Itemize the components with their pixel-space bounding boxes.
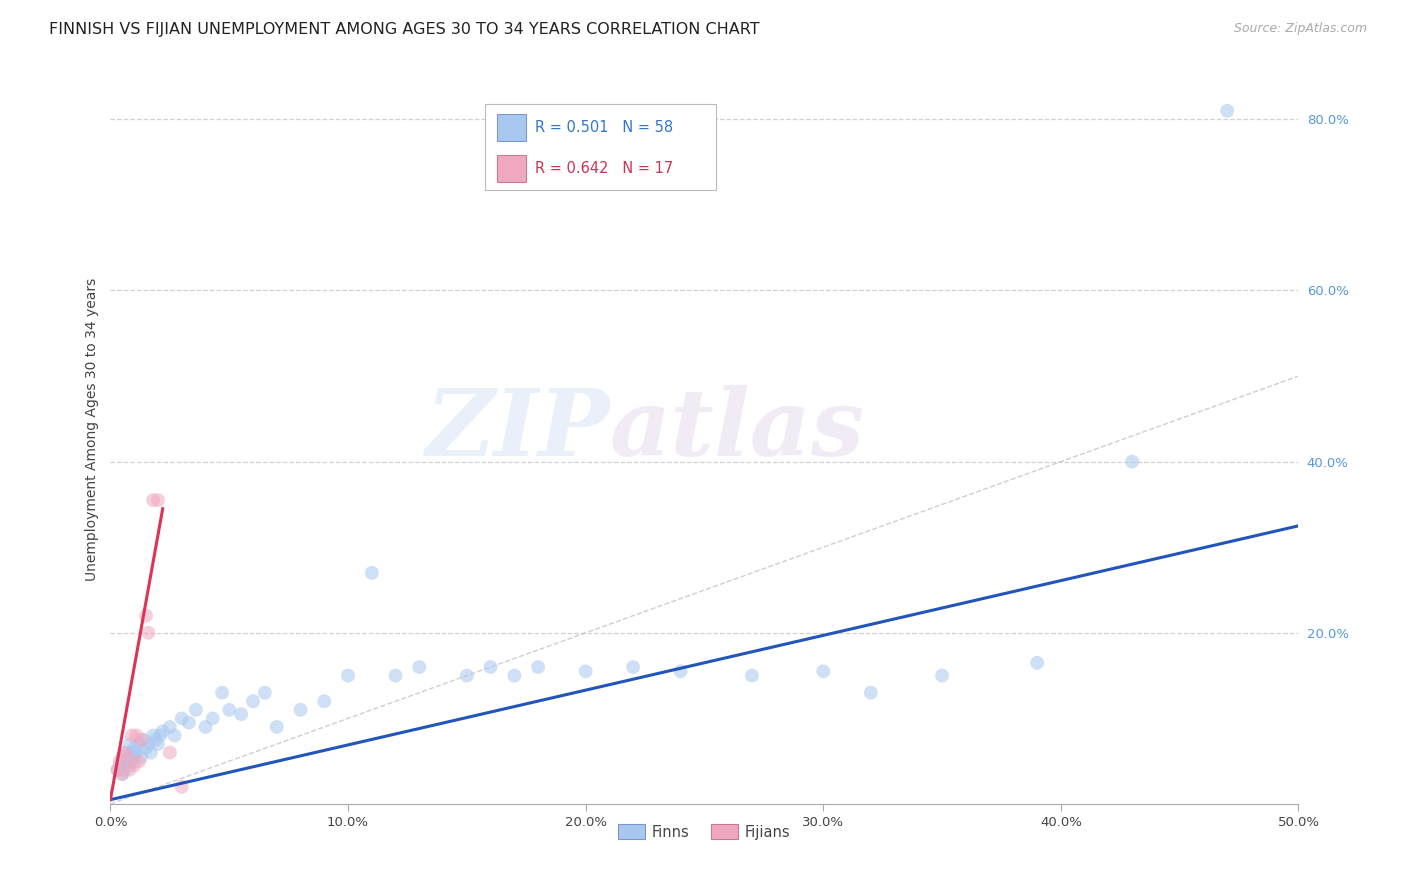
- Point: [741, 668, 763, 682]
- Point: [337, 668, 360, 682]
- Point: [229, 707, 252, 722]
- Point: [1216, 103, 1239, 118]
- Point: [360, 566, 382, 580]
- Text: atlas: atlas: [609, 384, 865, 475]
- Point: [408, 660, 430, 674]
- Point: [125, 729, 148, 743]
- Point: [122, 750, 145, 764]
- Bar: [496, 114, 526, 142]
- Point: [669, 665, 692, 679]
- Point: [503, 668, 526, 682]
- Text: FINNISH VS FIJIAN UNEMPLOYMENT AMONG AGES 30 TO 34 YEARS CORRELATION CHART: FINNISH VS FIJIAN UNEMPLOYMENT AMONG AGE…: [49, 22, 759, 37]
- Point: [115, 746, 138, 760]
- Y-axis label: Unemployment Among Ages 30 to 34 years: Unemployment Among Ages 30 to 34 years: [86, 278, 100, 582]
- Point: [128, 737, 150, 751]
- Point: [384, 668, 406, 682]
- Point: [152, 724, 174, 739]
- Point: [111, 767, 134, 781]
- Point: [114, 746, 136, 760]
- Point: [107, 763, 129, 777]
- Point: [859, 686, 882, 700]
- Point: [1121, 455, 1143, 469]
- FancyBboxPatch shape: [485, 103, 716, 190]
- Point: [813, 665, 835, 679]
- Point: [163, 729, 186, 743]
- Point: [108, 758, 131, 772]
- Point: [266, 720, 288, 734]
- Point: [115, 754, 138, 768]
- Point: [142, 729, 165, 743]
- Point: [194, 720, 217, 734]
- Point: [135, 608, 157, 623]
- Point: [170, 780, 193, 794]
- Point: [139, 746, 162, 760]
- Point: [122, 741, 145, 756]
- Point: [253, 686, 276, 700]
- Point: [184, 703, 207, 717]
- Point: [146, 493, 169, 508]
- Point: [129, 750, 152, 764]
- Point: [456, 668, 478, 682]
- Point: [170, 711, 193, 725]
- Point: [108, 754, 131, 768]
- Point: [111, 767, 134, 781]
- Point: [527, 660, 550, 674]
- Point: [121, 754, 143, 768]
- Point: [115, 750, 138, 764]
- Point: [149, 729, 172, 743]
- Point: [314, 694, 336, 708]
- Point: [145, 732, 167, 747]
- Point: [479, 660, 502, 674]
- Point: [129, 732, 152, 747]
- Point: [118, 763, 141, 777]
- Point: [125, 746, 148, 760]
- Point: [621, 660, 644, 674]
- Point: [114, 763, 136, 777]
- Point: [931, 668, 953, 682]
- Point: [138, 737, 160, 751]
- Point: [142, 493, 165, 508]
- Point: [146, 737, 169, 751]
- Point: [138, 625, 160, 640]
- Text: Source: ZipAtlas.com: Source: ZipAtlas.com: [1233, 22, 1367, 36]
- Point: [118, 758, 141, 772]
- Point: [118, 737, 141, 751]
- Point: [201, 711, 224, 725]
- Point: [121, 746, 143, 760]
- Point: [128, 754, 150, 768]
- Point: [159, 746, 181, 760]
- Text: ZIP: ZIP: [425, 384, 609, 475]
- Point: [290, 703, 312, 717]
- Point: [218, 703, 240, 717]
- Point: [575, 665, 598, 679]
- Point: [107, 763, 129, 777]
- Point: [122, 758, 145, 772]
- Text: R = 0.642   N = 17: R = 0.642 N = 17: [534, 161, 673, 176]
- Point: [121, 729, 143, 743]
- Point: [242, 694, 264, 708]
- Point: [211, 686, 233, 700]
- Point: [135, 741, 157, 756]
- Legend: Finns, Fijians: Finns, Fijians: [613, 818, 796, 846]
- Point: [1026, 656, 1049, 670]
- Point: [177, 715, 200, 730]
- Point: [159, 720, 181, 734]
- Point: [111, 750, 134, 764]
- Bar: [496, 155, 526, 182]
- Point: [132, 732, 155, 747]
- Text: R = 0.501   N = 58: R = 0.501 N = 58: [534, 120, 672, 136]
